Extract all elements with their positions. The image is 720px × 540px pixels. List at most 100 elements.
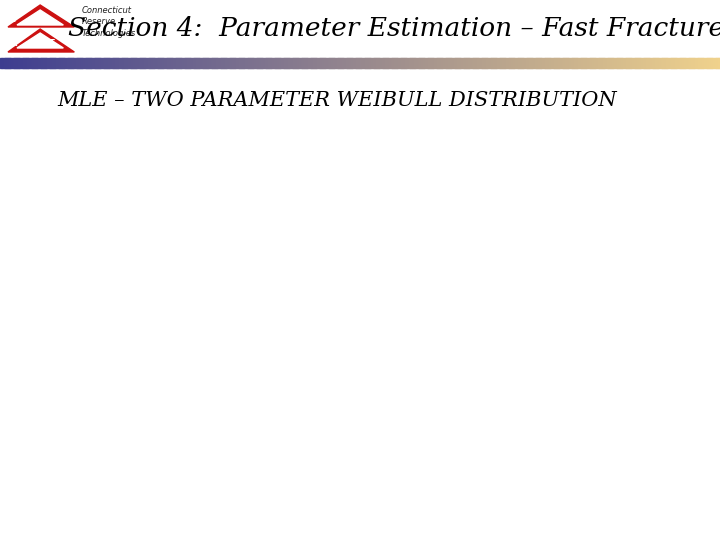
Bar [644, 58, 647, 68]
Bar [313, 58, 315, 68]
Bar [611, 58, 613, 68]
Bar [169, 58, 171, 68]
Bar [198, 58, 200, 68]
Bar [450, 58, 452, 68]
Bar [461, 58, 463, 68]
Bar [599, 58, 602, 68]
Bar [612, 58, 614, 68]
Bar [144, 58, 146, 68]
Bar [527, 58, 530, 68]
Bar [587, 58, 589, 68]
Bar [142, 58, 145, 68]
Bar [25, 58, 27, 68]
Bar [709, 58, 711, 68]
Bar [577, 58, 580, 68]
Bar [179, 58, 181, 68]
Bar [554, 58, 557, 68]
Bar [246, 58, 249, 68]
Bar [479, 58, 481, 68]
Bar [400, 58, 402, 68]
Bar [36, 58, 38, 68]
Bar [308, 58, 310, 68]
Bar [20, 58, 22, 68]
Bar [243, 58, 246, 68]
Bar [490, 58, 492, 68]
Bar [344, 58, 346, 68]
Bar [268, 58, 271, 68]
Bar [299, 58, 301, 68]
Bar [302, 58, 305, 68]
Bar [365, 58, 368, 68]
Bar [522, 58, 524, 68]
Bar [558, 58, 560, 68]
Bar [360, 58, 362, 68]
Bar [200, 58, 202, 68]
Bar [0, 0, 720, 58]
Bar [207, 58, 210, 68]
Bar [446, 58, 449, 68]
Bar [488, 58, 490, 68]
Bar [83, 58, 85, 68]
Bar [493, 58, 495, 68]
Bar [567, 58, 570, 68]
Bar [210, 58, 213, 68]
Bar [275, 58, 278, 68]
Bar [227, 58, 229, 68]
Bar [491, 58, 494, 68]
Bar [114, 58, 116, 68]
Bar [35, 58, 37, 68]
Bar [439, 58, 441, 68]
Bar [594, 58, 596, 68]
Bar [261, 58, 264, 68]
Bar [719, 58, 720, 68]
Bar [454, 58, 456, 68]
Bar [174, 58, 177, 68]
Bar [605, 58, 607, 68]
Bar [562, 58, 564, 68]
Bar [580, 58, 582, 68]
Bar [238, 58, 240, 68]
Bar [382, 58, 384, 68]
Bar [392, 58, 395, 68]
Bar [277, 58, 279, 68]
Bar [474, 58, 476, 68]
Bar [40, 58, 42, 68]
Bar [714, 58, 717, 68]
Bar [283, 58, 285, 68]
Bar [6, 58, 8, 68]
Bar [281, 58, 283, 68]
Bar [167, 58, 170, 68]
Bar [76, 58, 78, 68]
Bar [521, 58, 523, 68]
Bar [684, 58, 686, 68]
Bar [272, 58, 274, 68]
Bar [628, 58, 631, 68]
Bar [533, 58, 535, 68]
Bar [259, 58, 261, 68]
Bar [171, 58, 174, 68]
Bar [218, 58, 220, 68]
Bar [132, 58, 134, 68]
Bar [364, 58, 366, 68]
Bar [598, 58, 600, 68]
Bar [239, 58, 242, 68]
Polygon shape [8, 29, 74, 52]
Bar [236, 58, 238, 68]
Bar [335, 58, 337, 68]
Bar [513, 58, 516, 68]
Bar [16, 58, 19, 68]
Bar [0, 58, 2, 68]
Bar [27, 58, 30, 68]
Bar [49, 58, 51, 68]
Bar [637, 58, 639, 68]
Bar [320, 58, 323, 68]
Bar [340, 58, 343, 68]
Bar [540, 58, 542, 68]
Bar [266, 58, 269, 68]
Bar [160, 58, 163, 68]
Bar [511, 58, 513, 68]
Bar [716, 58, 719, 68]
Bar [104, 58, 107, 68]
Bar [0, 68, 720, 540]
Bar [475, 58, 477, 68]
